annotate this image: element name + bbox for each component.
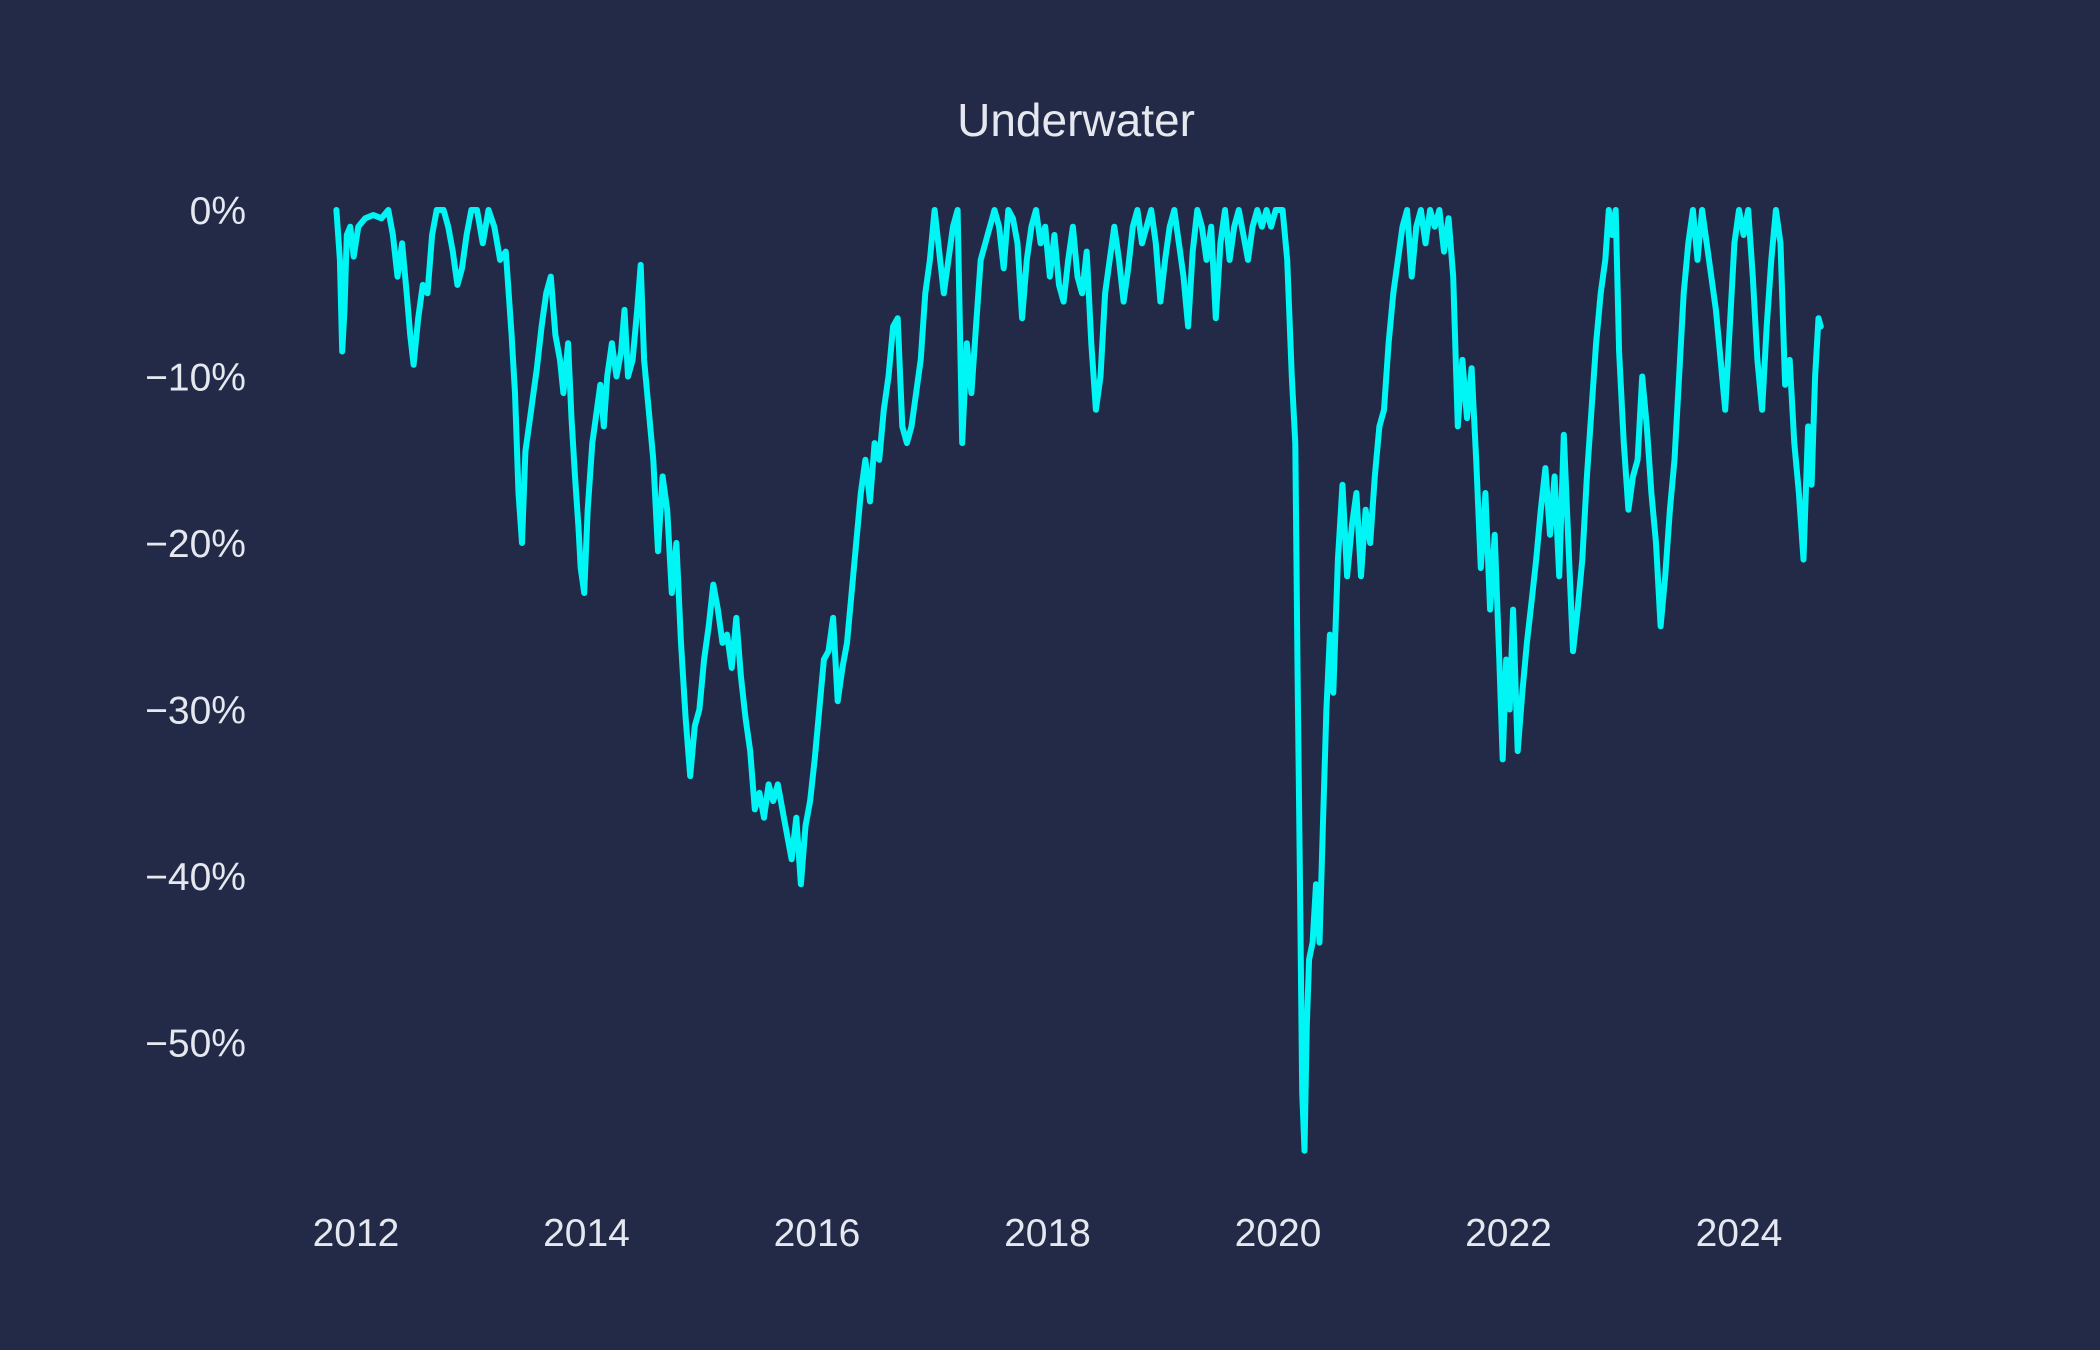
x-tick-label: 2020 — [1235, 1212, 1322, 1255]
y-axis-tick-labels: 0% −10% −20% −30% −40% −50% — [145, 190, 246, 1066]
x-axis-tick-labels: 2012 2014 2016 2018 2020 2022 2024 — [313, 1212, 1783, 1255]
x-tick-label: 2012 — [313, 1212, 400, 1255]
x-tick-label: 2024 — [1696, 1212, 1783, 1255]
x-tick-label: 2022 — [1465, 1212, 1552, 1255]
y-tick-label: −20% — [145, 523, 246, 566]
y-tick-label: −30% — [145, 690, 246, 733]
chart-title: Underwater — [957, 94, 1195, 146]
x-tick-label: 2018 — [1004, 1212, 1091, 1255]
y-tick-label: −10% — [145, 357, 246, 400]
y-tick-label: −50% — [145, 1023, 246, 1066]
y-tick-label: −40% — [145, 856, 246, 899]
x-tick-label: 2016 — [774, 1212, 861, 1255]
x-tick-label: 2014 — [543, 1212, 630, 1255]
y-tick-label: 0% — [190, 190, 246, 233]
series-lines — [333, 207, 1824, 1154]
series-line-drawdown — [333, 207, 1824, 1154]
